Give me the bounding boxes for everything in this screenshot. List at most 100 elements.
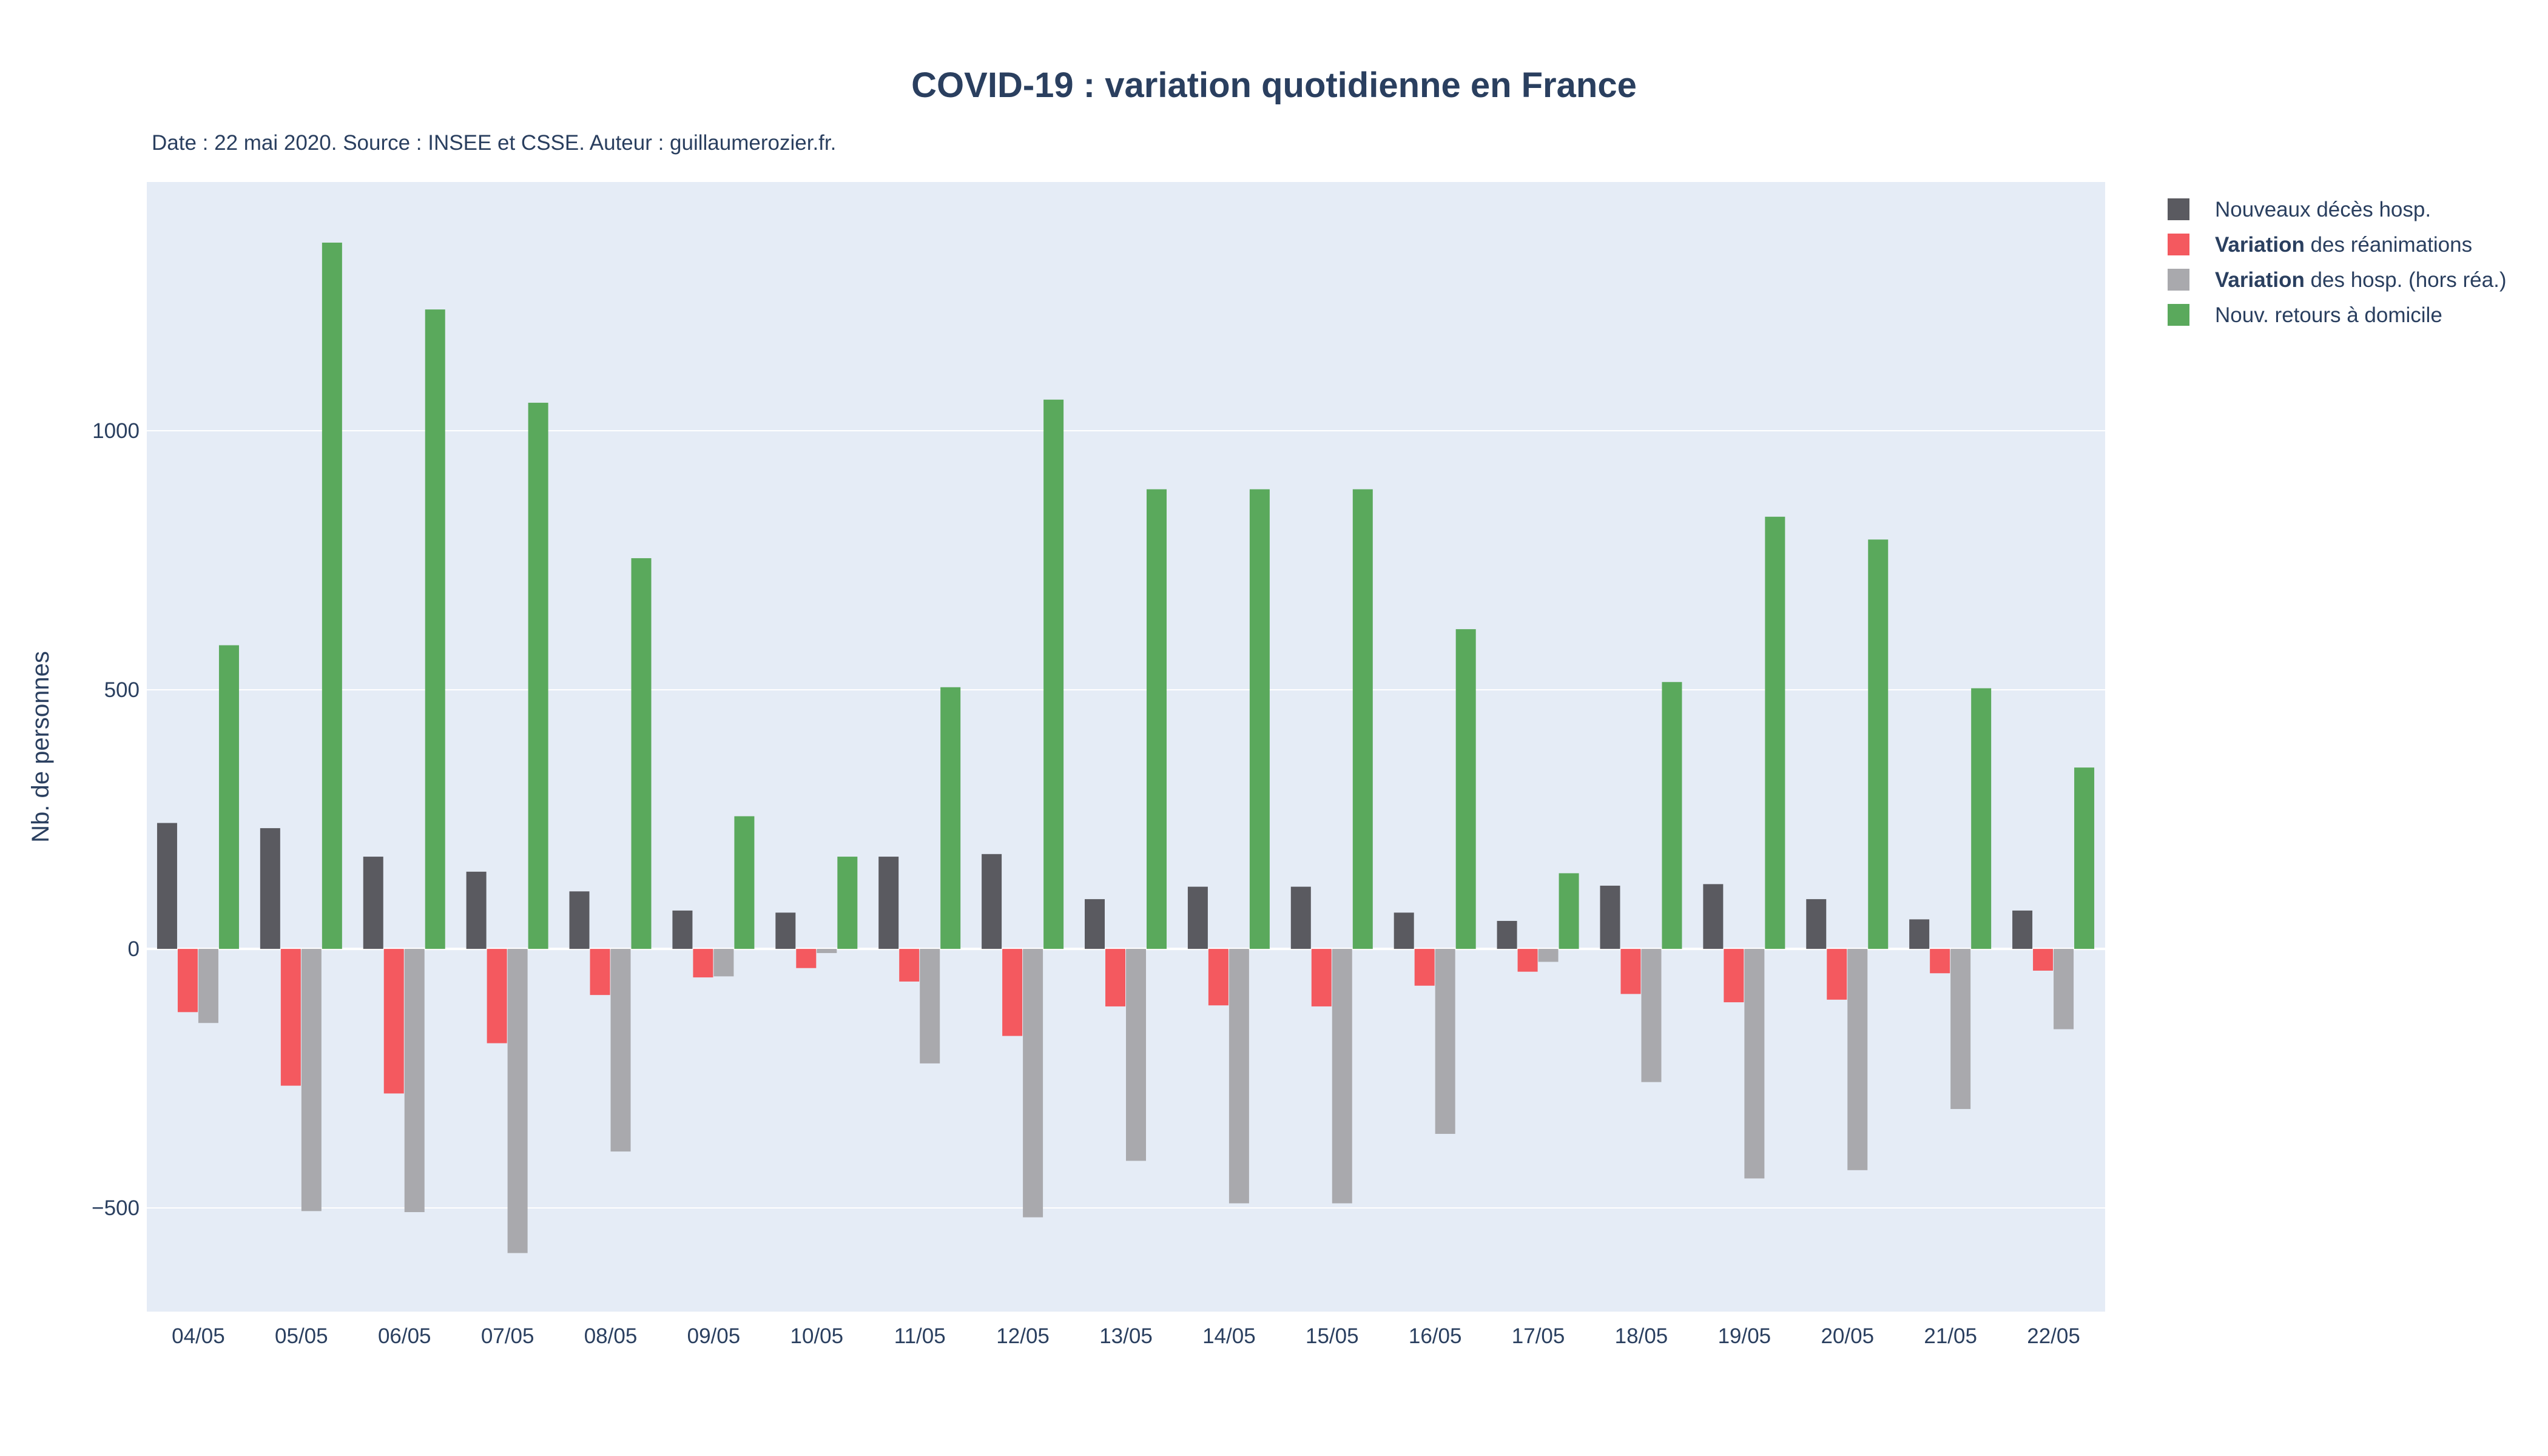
x-tick-label: 10/05 <box>790 1324 844 1348</box>
bar[interactable] <box>280 949 301 1086</box>
legend-item[interactable]: Nouveaux décès hosp. <box>2168 198 2431 221</box>
bar[interactable] <box>940 687 961 949</box>
bar[interactable] <box>693 949 713 978</box>
bar[interactable] <box>466 871 487 949</box>
bar[interactable] <box>1559 873 1579 949</box>
legend-item[interactable]: Variation des réanimations <box>2168 233 2472 257</box>
bar[interactable] <box>487 949 507 1043</box>
legend-label: Variation des réanimations <box>2215 233 2472 257</box>
bar[interactable] <box>590 949 610 996</box>
legend-label: Nouv. retours à domicile <box>2215 303 2442 327</box>
bar[interactable] <box>1290 886 1311 949</box>
bar[interactable] <box>198 949 218 1023</box>
bar[interactable] <box>1002 949 1023 1036</box>
bar[interactable] <box>322 242 342 949</box>
bar[interactable] <box>1641 949 1662 1082</box>
bar[interactable] <box>1126 949 1146 1161</box>
bar[interactable] <box>734 816 755 949</box>
bar[interactable] <box>837 857 858 949</box>
bar[interactable] <box>1208 949 1228 1006</box>
bar[interactable] <box>1662 682 1682 949</box>
bar[interactable] <box>1538 949 1559 962</box>
bar[interactable] <box>982 854 1002 949</box>
bar[interactable] <box>507 949 528 1253</box>
x-tick-label: 18/05 <box>1615 1324 1668 1348</box>
legend-swatch <box>2168 198 2189 220</box>
bar[interactable] <box>1806 899 1827 949</box>
bar[interactable] <box>672 910 693 949</box>
legend[interactable]: Nouveaux décès hosp. Variation des réanim… <box>2168 198 2506 327</box>
x-tick-label: 15/05 <box>1306 1324 1359 1348</box>
bar[interactable] <box>1228 949 1249 1204</box>
legend-item[interactable]: Nouv. retours à domicile <box>2168 303 2442 327</box>
bar[interactable] <box>1620 949 1641 994</box>
bar[interactable] <box>528 402 548 949</box>
bar[interactable] <box>2074 767 2095 949</box>
bar[interactable] <box>1724 949 1744 1003</box>
bar[interactable] <box>1868 539 1889 949</box>
bar[interactable] <box>1827 949 1847 1000</box>
bar[interactable] <box>260 828 280 949</box>
bar[interactable] <box>1352 489 1373 949</box>
x-tick-label: 06/05 <box>378 1324 431 1348</box>
bar[interactable] <box>404 949 425 1213</box>
legend-label: Nouveaux décès hosp. <box>2215 198 2431 221</box>
bar[interactable] <box>1600 885 1620 949</box>
bar[interactable] <box>920 949 940 1063</box>
bar[interactable] <box>1105 949 1125 1006</box>
x-tick-label: 21/05 <box>1924 1324 1977 1348</box>
bar[interactable] <box>1249 489 1270 949</box>
bar[interactable] <box>1744 949 1765 1179</box>
bar[interactable] <box>1414 949 1435 986</box>
bar[interactable] <box>817 949 837 953</box>
bar[interactable] <box>301 949 322 1212</box>
y-tick-label: 500 <box>104 678 140 702</box>
bar[interactable] <box>157 823 177 949</box>
bar[interactable] <box>1950 949 1971 1110</box>
x-tick-label: 08/05 <box>584 1324 638 1348</box>
bar[interactable] <box>899 949 920 982</box>
x-tick-label: 09/05 <box>687 1324 741 1348</box>
bar[interactable] <box>1909 919 1930 949</box>
bar[interactable] <box>1085 899 1105 949</box>
bar[interactable] <box>631 558 652 949</box>
bar[interactable] <box>383 949 404 1094</box>
y-tick-label: 0 <box>128 937 140 961</box>
legend-item[interactable]: Variation des hosp. (hors réa.) <box>2168 268 2506 292</box>
bar[interactable] <box>610 949 631 1152</box>
bar[interactable] <box>713 949 734 977</box>
bar[interactable] <box>569 891 590 949</box>
x-axis: 04/05 05/05 06/05 07/05 08/05 09/05 10/05 11/05… <box>172 1324 2080 1348</box>
bar[interactable] <box>2054 949 2074 1030</box>
x-tick-label: 05/05 <box>275 1324 328 1348</box>
bar[interactable] <box>1971 688 1992 949</box>
bar[interactable] <box>2012 910 2033 949</box>
bar[interactable] <box>1455 629 1476 949</box>
bar[interactable] <box>775 912 796 949</box>
bar[interactable] <box>1930 949 1950 974</box>
bar[interactable] <box>1497 920 1517 949</box>
bar[interactable] <box>1043 399 1064 949</box>
bar[interactable] <box>363 857 383 949</box>
bar[interactable] <box>425 309 445 949</box>
bar[interactable] <box>1147 489 1167 949</box>
legend-swatch <box>2168 304 2189 326</box>
bar[interactable] <box>1394 912 1414 949</box>
bar[interactable] <box>1311 949 1332 1006</box>
bar[interactable] <box>878 857 899 949</box>
bar[interactable] <box>1517 949 1538 972</box>
bar[interactable] <box>796 949 817 968</box>
bar[interactable] <box>1187 886 1208 949</box>
y-axis: −500 0 500 1000 <box>92 419 140 1220</box>
bar[interactable] <box>1703 884 1724 949</box>
bar[interactable] <box>1765 516 1785 949</box>
y-axis-label: Nb. de personnes <box>27 651 54 843</box>
bar[interactable] <box>218 645 239 949</box>
bar[interactable] <box>1332 949 1352 1204</box>
bar[interactable] <box>1023 949 1043 1218</box>
bar[interactable] <box>1435 949 1455 1134</box>
bar[interactable] <box>1847 949 1868 1170</box>
bar[interactable] <box>177 949 198 1013</box>
x-tick-label: 13/05 <box>1099 1324 1153 1348</box>
bar[interactable] <box>2033 949 2054 971</box>
